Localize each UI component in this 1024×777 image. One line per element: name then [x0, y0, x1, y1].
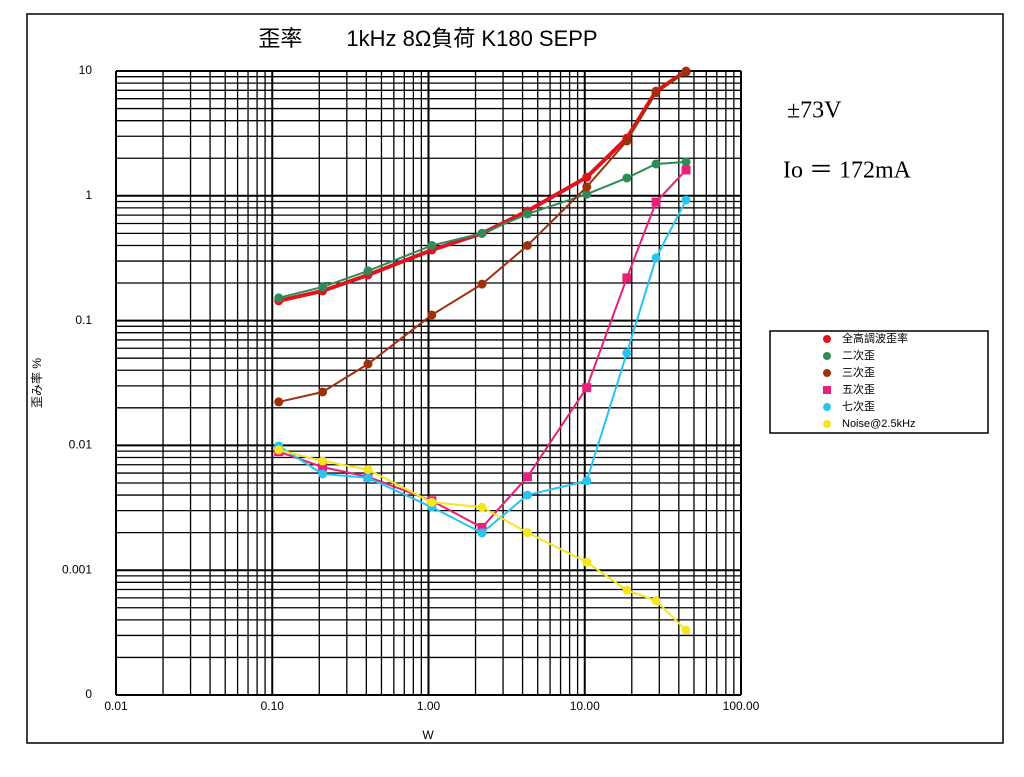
- marker: [318, 456, 328, 466]
- marker: [651, 197, 661, 207]
- marker: [477, 522, 487, 532]
- series-line: [278, 448, 687, 632]
- marker: [681, 625, 691, 635]
- frame: [26, 13, 1004, 744]
- legend-label: 全高調波歪率: [842, 331, 908, 345]
- y-tick-label: 1: [85, 188, 92, 202]
- series-line: [278, 160, 687, 299]
- legend-marker: [823, 403, 831, 411]
- x-axis-label: W: [422, 728, 434, 742]
- annotation: ±73V: [787, 98, 842, 124]
- marker: [522, 528, 532, 538]
- marker: [582, 383, 592, 393]
- legend-marker: [823, 352, 831, 360]
- marker: [318, 282, 328, 292]
- legend-label: 三次歪: [842, 365, 875, 379]
- marker: [622, 348, 632, 358]
- legend-label: Noise@2.5kHz: [842, 418, 916, 430]
- marker: [651, 159, 661, 169]
- marker: [318, 462, 328, 472]
- marker: [651, 253, 661, 263]
- marker: [582, 189, 592, 199]
- legend-label: 二次歪: [842, 348, 875, 362]
- y-tick-label: 10: [79, 63, 93, 77]
- marker: [318, 387, 328, 397]
- y-tick-label: 0.001: [62, 562, 92, 576]
- marker: [522, 490, 532, 500]
- legend-marker: [823, 335, 831, 343]
- marker: [622, 173, 632, 183]
- x-tick-label: 100.00: [723, 699, 760, 713]
- series-line: [278, 169, 687, 529]
- marker: [681, 67, 691, 77]
- marker: [622, 273, 632, 283]
- marker: [622, 585, 632, 595]
- marker: [363, 266, 373, 276]
- legend-marker: [823, 369, 831, 377]
- marker: [477, 528, 487, 538]
- x-tick-label: 1.00: [417, 699, 441, 713]
- legend-box: [769, 330, 989, 434]
- marker: [651, 596, 661, 606]
- marker: [681, 157, 691, 167]
- marker: [522, 240, 532, 250]
- legend-label: 五次歪: [842, 382, 875, 396]
- y-tick-label: 0.1: [75, 313, 92, 327]
- x-tick-label: 10.00: [570, 699, 600, 713]
- marker: [582, 172, 592, 182]
- marker: [477, 228, 487, 238]
- marker: [582, 476, 592, 486]
- series-line: [278, 71, 687, 403]
- marker: [477, 502, 487, 512]
- marker: [681, 165, 691, 175]
- marker: [522, 472, 532, 482]
- marker: [582, 182, 592, 192]
- series-line: [278, 199, 687, 534]
- legend-label: 七次歪: [842, 399, 875, 413]
- marker: [477, 279, 487, 289]
- legend-marker: [823, 420, 831, 428]
- annotation: Io ＝ 172mA: [783, 158, 912, 184]
- legend-marker: [823, 386, 831, 394]
- y-tick-label: 0.01: [69, 438, 93, 452]
- marker: [274, 397, 284, 407]
- marker: [681, 195, 691, 205]
- marker: [318, 469, 328, 479]
- y-tick-label: 0: [85, 687, 92, 701]
- marker: [622, 136, 632, 146]
- marker: [363, 473, 373, 483]
- chart-title: 歪率 1kHz 8Ω負荷 K180 SEPP: [258, 26, 597, 51]
- marker: [274, 293, 284, 303]
- marker: [427, 240, 437, 250]
- x-tick-label: 0.01: [104, 699, 128, 713]
- marker: [427, 497, 437, 507]
- marker: [582, 557, 592, 567]
- marker: [363, 465, 373, 475]
- marker: [363, 359, 373, 369]
- series-line: [278, 69, 688, 303]
- marker: [522, 209, 532, 219]
- x-tick-label: 0.10: [261, 699, 285, 713]
- y-axis-label: 歪み率 %: [29, 358, 44, 408]
- marker: [274, 445, 284, 455]
- marker: [427, 310, 437, 320]
- marker: [651, 88, 661, 98]
